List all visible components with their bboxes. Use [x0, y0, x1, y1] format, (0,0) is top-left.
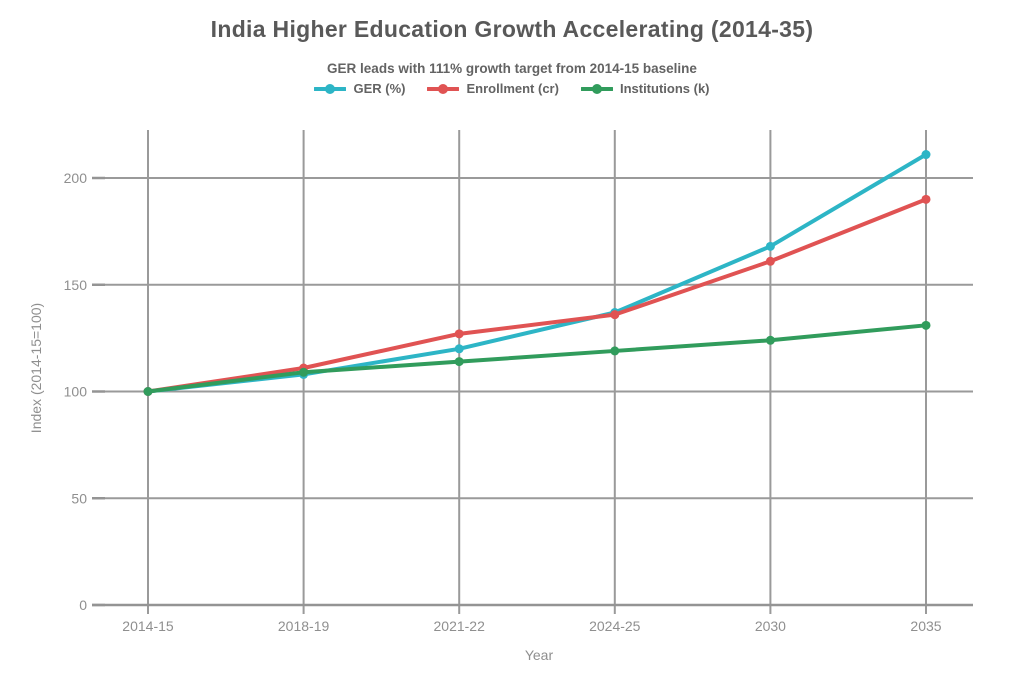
legend-item-enrollment[interactable]: Enrollment (cr): [427, 81, 559, 96]
legend-label: Institutions (k): [619, 81, 710, 96]
x-tick-label: 2014-15: [122, 618, 174, 634]
y-axis-title: Index (2014-15=100): [28, 303, 44, 433]
series-point: [454, 329, 464, 339]
chart-title: India Higher Education Growth Accelerati…: [210, 16, 814, 42]
legend-item-ger[interactable]: GER (%): [314, 81, 405, 96]
x-tick-label: 2024-25: [589, 618, 641, 634]
y-tick-label: 50: [71, 490, 87, 506]
series-point: [610, 310, 620, 320]
series-point: [921, 320, 931, 330]
series-point: [299, 367, 309, 377]
y-tick-label: 200: [64, 170, 88, 186]
series-point: [454, 357, 464, 367]
legend-swatch-icon: [580, 83, 613, 94]
x-tick-label: 2018-19: [278, 618, 330, 634]
series-point: [765, 241, 775, 251]
x-axis-title: Year: [525, 647, 554, 663]
legend-swatch-icon: [314, 83, 347, 94]
legend-swatch-icon: [427, 83, 460, 94]
series-point: [765, 335, 775, 345]
series-point: [610, 346, 620, 356]
legend-label: Enrollment (cr): [466, 81, 559, 96]
series-point: [765, 256, 775, 266]
series-line-enrollment: [146, 197, 928, 394]
series-line-institutions: [146, 323, 928, 394]
chart-subtitle: GER leads with 111% growth target from 2…: [327, 61, 697, 76]
legend-label: GER (%): [353, 81, 406, 96]
x-tick-label: 2030: [755, 618, 786, 634]
y-tick-label: 100: [64, 384, 88, 400]
series-point: [143, 387, 153, 396]
x-tick-label: 2021-22: [434, 618, 486, 634]
chart-legend: GER (%) Enrollment (cr) Institutions (k): [0, 81, 1024, 96]
series-point: [921, 194, 931, 204]
legend-item-institutions[interactable]: Institutions (k): [580, 81, 710, 96]
y-tick-label: 0: [79, 597, 87, 613]
series-point: [454, 344, 464, 354]
x-tick-label: 2035: [910, 618, 941, 634]
series-point: [921, 150, 931, 160]
y-tick-label: 150: [64, 277, 88, 293]
